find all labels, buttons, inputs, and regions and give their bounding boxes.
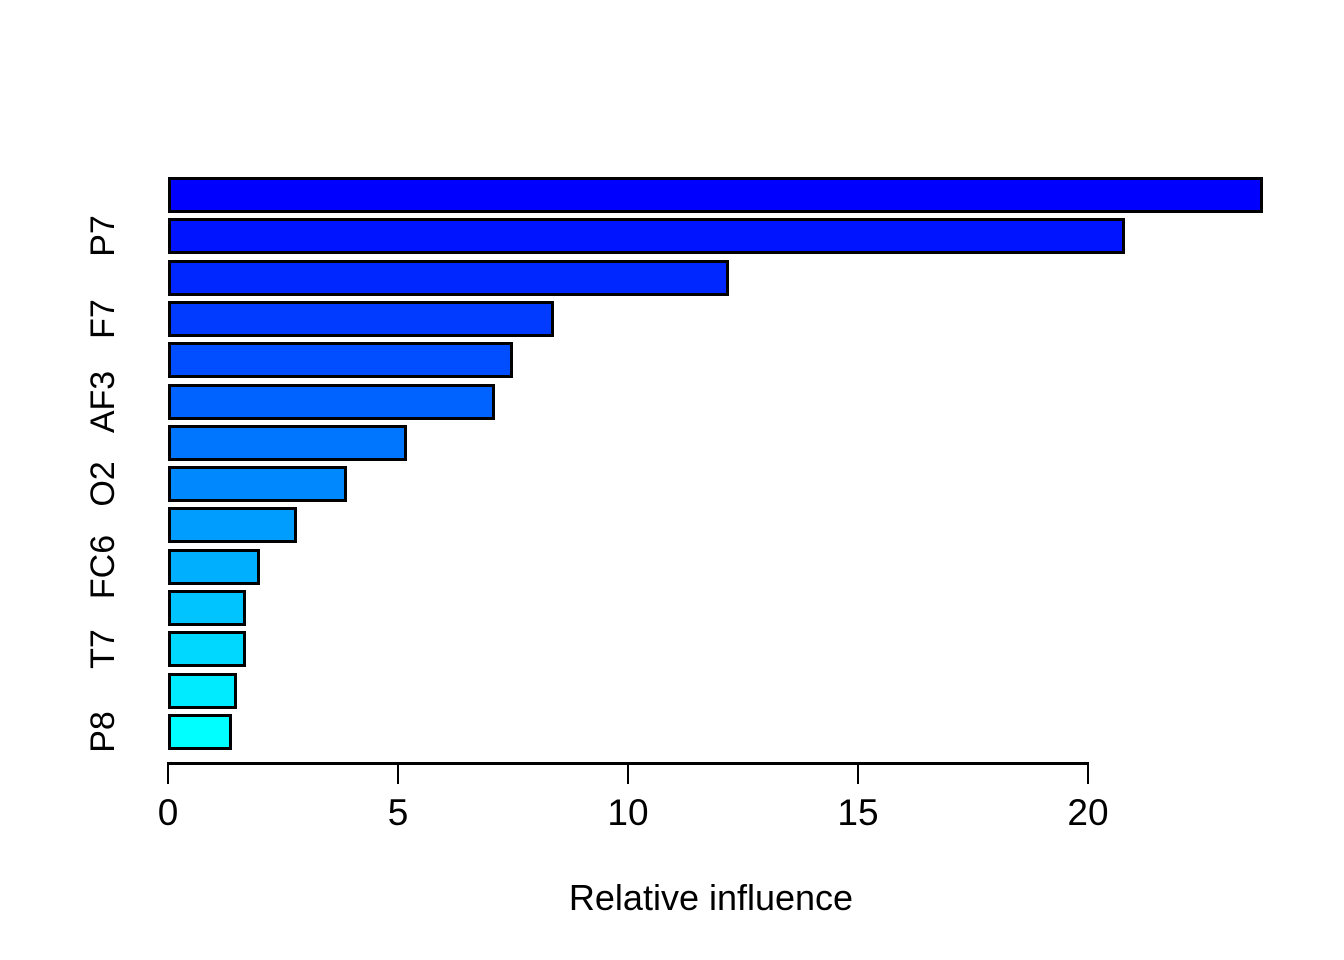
bar-rank3 — [168, 259, 730, 296]
bar-FC6 — [168, 548, 260, 585]
x-tick-20 — [1086, 762, 1090, 784]
bar-rank13 — [168, 672, 237, 709]
x-tick-label-15: 15 — [837, 792, 879, 833]
bar-rank7 — [168, 424, 408, 461]
bar-P8 — [168, 713, 233, 750]
x-tick-label-20: 20 — [1067, 792, 1109, 833]
y-axis-label-O2: O2 — [84, 461, 122, 507]
x-tick-5 — [396, 762, 400, 784]
bar-P7 — [168, 218, 1125, 255]
x-tick-15 — [856, 762, 860, 784]
x-tick-label-0: 0 — [157, 792, 179, 833]
x-tick-label-5: 5 — [387, 792, 409, 833]
bar-F7 — [168, 300, 555, 337]
bar-AF3 — [168, 383, 495, 420]
y-axis-label-F7: F7 — [84, 299, 122, 339]
x-axis-title: Relative influence — [568, 877, 854, 918]
bar-T7 — [168, 631, 247, 668]
bar-rank11 — [168, 590, 247, 626]
y-axis-label-P7: P7 — [84, 215, 122, 258]
x-tick-label-10: 10 — [607, 792, 649, 833]
bar-rank1 — [168, 177, 1263, 213]
y-axis-label-FC6: FC6 — [84, 534, 122, 599]
x-tick-0 — [166, 762, 170, 784]
bar-rank5 — [168, 342, 513, 379]
bar-rank9 — [168, 507, 297, 544]
x-tick-10 — [626, 762, 630, 784]
y-axis-label-AF3: AF3 — [84, 370, 122, 433]
bar-O2 — [168, 466, 348, 503]
y-axis-label-P8: P8 — [84, 711, 122, 753]
y-axis-label-T7: T7 — [84, 629, 122, 670]
